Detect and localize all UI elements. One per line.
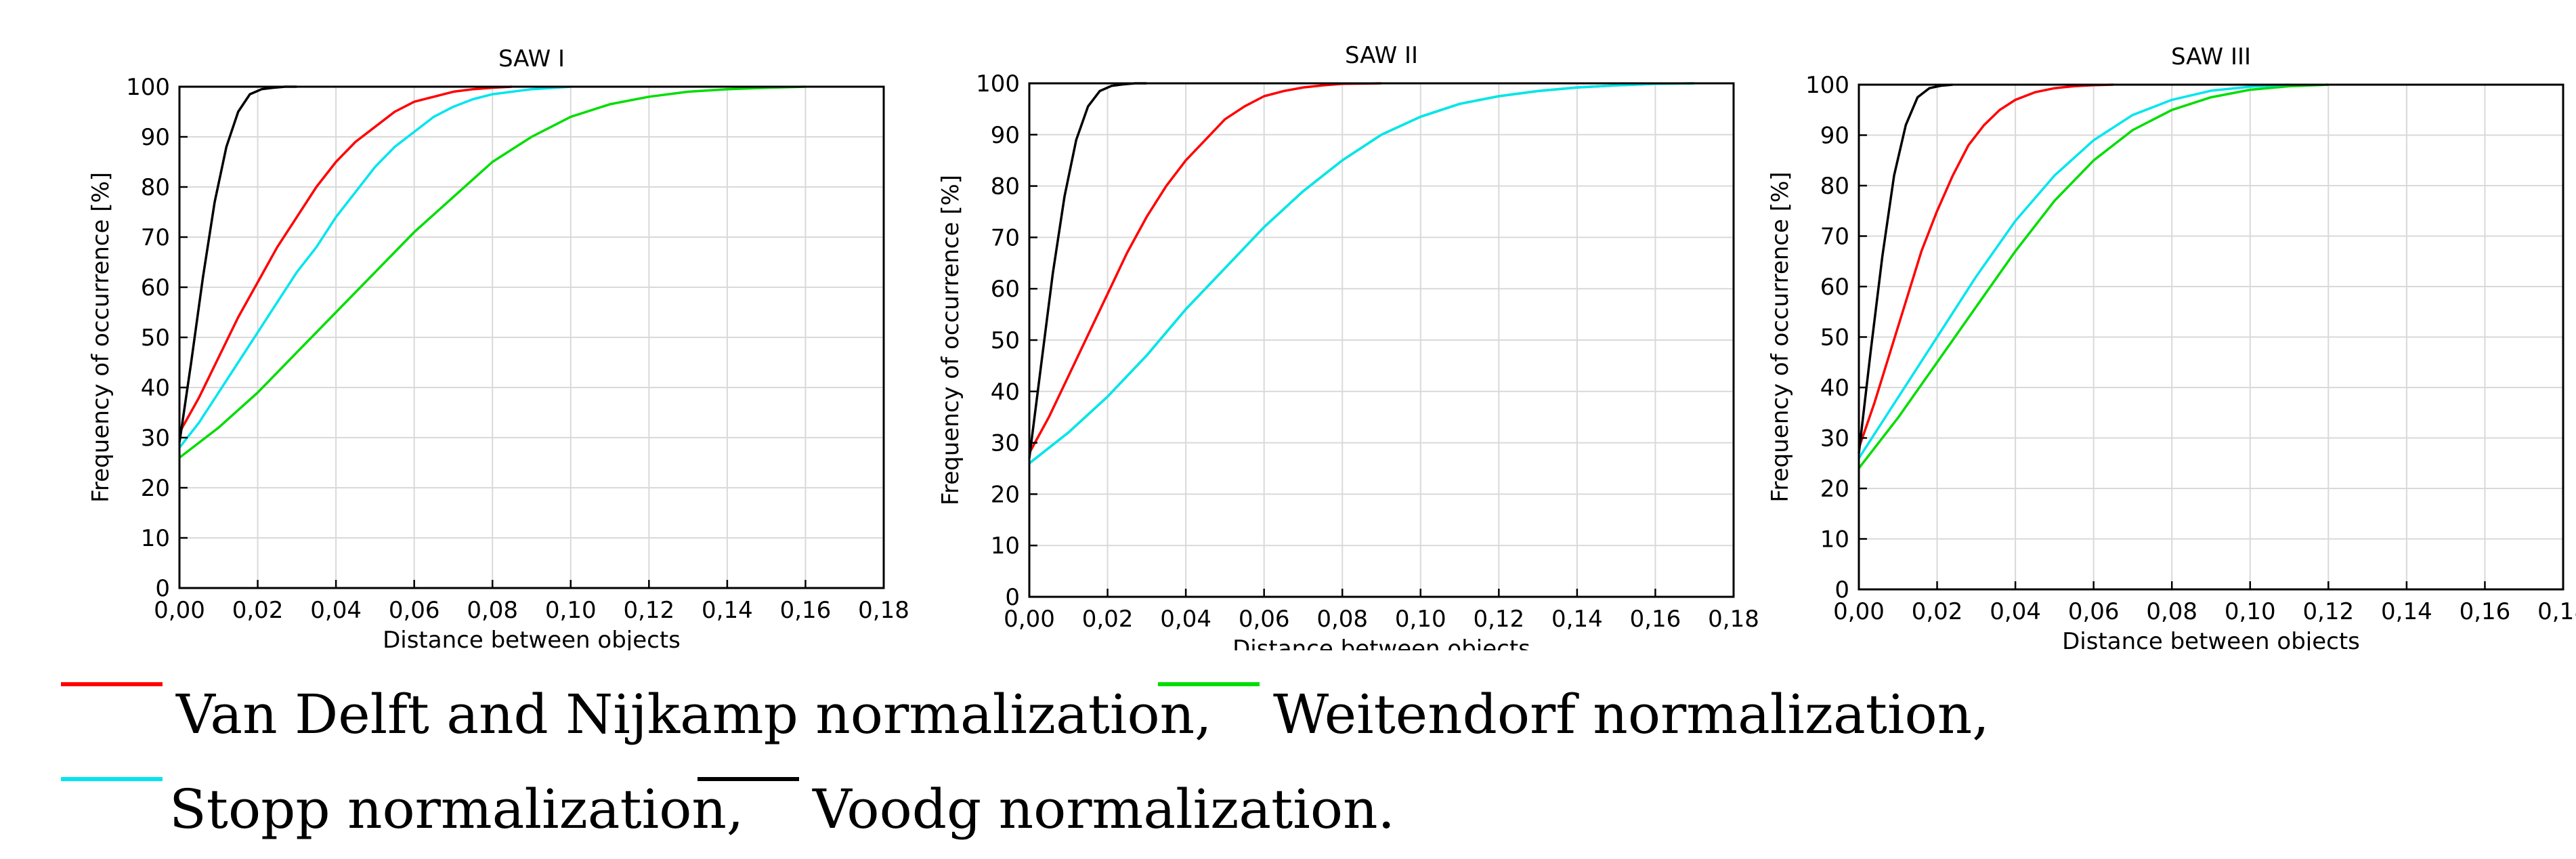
x-tick-label: 0,08: [467, 597, 518, 624]
y-tick-label: 0: [155, 575, 170, 602]
x-tick-label: 0,12: [623, 597, 674, 624]
y-tick-label: 20: [1820, 476, 1849, 503]
y-tick-label: 30: [141, 425, 170, 452]
x-tick-label: 0,06: [389, 597, 440, 624]
y-tick-label: 90: [1820, 123, 1849, 150]
x-axis-label: Distance between objects: [1232, 635, 1530, 650]
series-line-van-delft-and-nijkamp-normalization: [1858, 83, 2113, 448]
y-tick-label: 100: [1805, 72, 1849, 99]
x-tick-label: 0,10: [545, 597, 597, 624]
legend-swatch-weitendorf: [1158, 682, 1260, 686]
chart-saw-iii: 0,00 0,02 0,04 0,06 0,08 0,10 0,12 0,14 0,16 0,18…: [1767, 43, 2576, 650]
x-tick-label: 0,14: [1551, 606, 1603, 633]
y-tick-label: 10: [141, 525, 170, 552]
series-line-stopp-normalization: [1858, 83, 2290, 459]
x-tick-label: 0,16: [2460, 598, 2511, 625]
y-tick-label: 80: [141, 174, 170, 201]
chart-saw-ii: 0,00 0,02 0,04 0,06 0,08 0,10 0,12 0,14 0,16 0,18…: [937, 42, 1759, 650]
x-tick-label: 0,18: [2537, 598, 2576, 625]
legend-swatch-voodg: [697, 777, 799, 781]
x-tick-label: 0,12: [2302, 598, 2354, 625]
y-tick-label: 60: [991, 276, 1020, 303]
x-axis-label: Distance between objects: [2062, 628, 2360, 650]
chart-title: SAW II: [1345, 42, 1418, 69]
x-tick-label: 0,00: [1833, 598, 1885, 625]
y-tick-label: 20: [991, 481, 1020, 508]
y-tick-label: 20: [141, 475, 170, 502]
y-tick-label: 90: [141, 124, 170, 151]
x-tick-label: 0,18: [858, 597, 909, 624]
x-tick-label: 0,04: [1160, 606, 1211, 633]
x-tick-label: 0,16: [780, 597, 832, 624]
chart-title: SAW I: [498, 45, 565, 72]
x-tick-label: 0,08: [2146, 598, 2197, 625]
y-tick-label: 10: [1820, 526, 1849, 553]
y-tick-label: 50: [991, 327, 1020, 354]
x-tick-label: 0,00: [1004, 606, 1055, 633]
x-tick-label: 0,06: [2068, 598, 2120, 625]
x-tick-label: 0,12: [1473, 606, 1524, 633]
legend-row-1: Van Delft and Nijkamp normalization, Wei…: [0, 667, 2576, 755]
series-line-weitendorf-normalization: [178, 85, 806, 459]
x-tick-label: 0,14: [2381, 598, 2432, 625]
y-tick-label: 80: [991, 173, 1020, 201]
x-tick-label: 0,10: [2225, 598, 2276, 625]
x-tick-label: 0,00: [154, 597, 205, 624]
legend-swatch-stopp: [61, 777, 163, 781]
legend-swatch-van-delft: [61, 682, 163, 686]
y-tick-label: 40: [991, 379, 1020, 406]
x-tick-label: 0,10: [1395, 606, 1446, 633]
series-line-weitendorf-normalization: [1858, 83, 2329, 469]
y-tick-label: 40: [1820, 375, 1849, 402]
y-tick-label: 10: [991, 532, 1020, 560]
y-tick-label: 50: [141, 324, 170, 352]
legend-label-weitendorf: Weitendorf normalization,: [1273, 683, 1990, 746]
y-tick-label: 100: [126, 74, 170, 101]
y-axis-label: Frequency of occurrence [%]: [87, 172, 114, 503]
y-tick-label: 80: [1820, 173, 1849, 200]
series-line-stopp-normalization: [178, 85, 571, 448]
y-tick-label: 0: [1834, 577, 1849, 604]
legend-label-voodg: Voodg normalization.: [813, 778, 1395, 841]
x-axis-label: Distance between objects: [383, 627, 681, 650]
x-tick-label: 0,02: [1912, 598, 1963, 625]
y-tick-label: 70: [1820, 224, 1849, 251]
x-tick-label: 0,02: [232, 597, 284, 624]
y-axis-label: Frequency of occurrence [%]: [937, 175, 964, 505]
series-line-stopp-normalization: [1028, 82, 1695, 465]
x-tick-label: 0,04: [310, 597, 362, 624]
x-tick-label: 0,02: [1082, 606, 1134, 633]
y-tick-label: 30: [1820, 425, 1849, 453]
y-tick-label: 60: [1820, 274, 1849, 301]
y-tick-label: 90: [991, 122, 1020, 149]
x-tick-label: 0,14: [702, 597, 753, 624]
y-tick-label: 50: [1820, 324, 1849, 352]
series-line-van-delft-and-nijkamp-normalization: [1028, 82, 1382, 454]
legend-row-2: Stopp normalization, Voodg normalization…: [0, 762, 2576, 850]
x-tick-label: 0,04: [1990, 598, 2041, 625]
y-tick-label: 30: [991, 430, 1020, 457]
x-tick-label: 0,08: [1316, 606, 1368, 633]
x-tick-label: 0,06: [1239, 606, 1290, 633]
series-line-van-delft-and-nijkamp-normalization: [178, 85, 513, 434]
y-tick-label: 40: [141, 375, 170, 402]
chart-saw-i: 0,00 0,02 0,04 0,06 0,08 0,10 0,12 0,14 0,16 0,18…: [87, 45, 909, 650]
x-tick-label: 0,16: [1630, 606, 1681, 633]
y-tick-label: 70: [141, 224, 170, 251]
y-tick-label: 70: [991, 224, 1020, 251]
x-tick-label: 0,18: [1708, 606, 1759, 633]
y-tick-label: 100: [976, 70, 1020, 98]
chart-title: SAW III: [2171, 43, 2251, 70]
y-tick-label: 0: [1005, 584, 1020, 611]
charts-canvas: 0,00 0,02 0,04 0,06 0,08 0,10 0,12 0,14 0,16 0,18…: [87, 42, 2576, 650]
y-tick-label: 60: [141, 274, 170, 301]
y-axis-label: Frequency of occurrence [%]: [1767, 171, 1794, 502]
legend-label-stopp: Stopp normalization,: [169, 778, 744, 841]
legend-label-van-delft: Van Delft and Nijkamp normalization,: [176, 683, 1212, 746]
series-line-voodg-normalization: [1858, 83, 1953, 454]
